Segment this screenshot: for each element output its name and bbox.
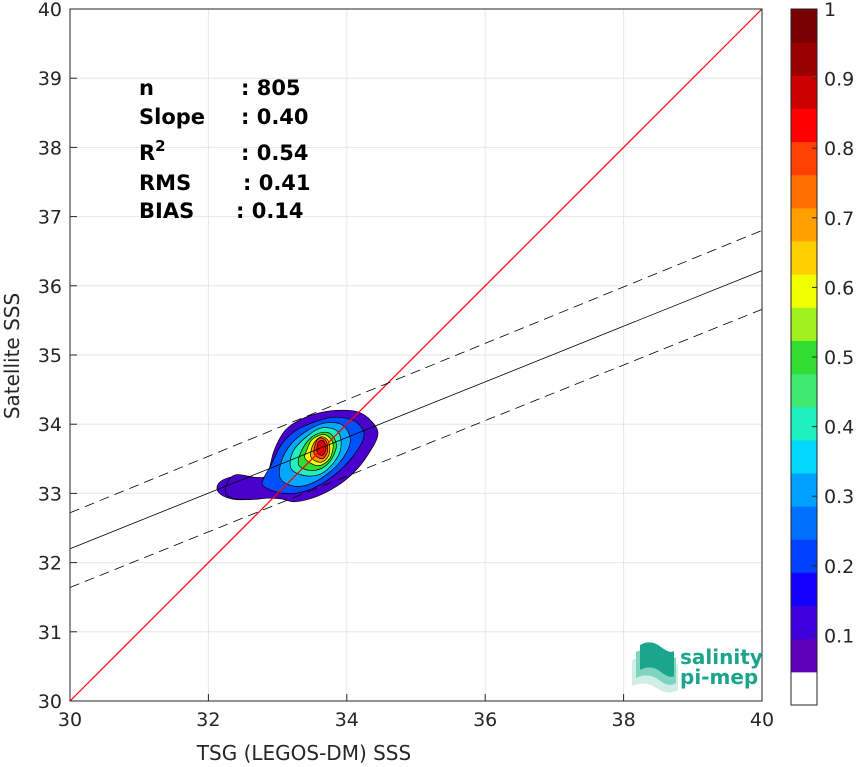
stat-value: : 0.54 (241, 141, 309, 165)
colorbar-band (791, 473, 817, 507)
colorbar-band (791, 207, 817, 242)
stat-key: RMS (139, 171, 191, 195)
y-axis-label: Satellite SSS (0, 293, 24, 419)
colorbar-band (791, 506, 817, 540)
salinity-pi-mep-logo: salinity pi-mep (632, 642, 763, 693)
colorbar-tick-label: 0.3 (824, 486, 854, 508)
x-tick-label: 34 (335, 709, 359, 731)
y-tick-label: 38 (38, 137, 62, 159)
colorbar-band (791, 241, 817, 275)
colorbar-tick-label: 1 (824, 0, 836, 21)
colorbar-band (791, 42, 817, 76)
stat-value: : 805 (241, 76, 301, 100)
y-tick-label: 31 (38, 622, 62, 644)
colorbar-band (791, 307, 817, 341)
stat-value: : 0.41 (243, 171, 311, 195)
colorbar-band (791, 605, 817, 640)
confidence-line (69, 230, 763, 514)
stats-box: n : 805 Slope : 0.40 R2 : 0.54 RMS : 0.41 BIAS : … (139, 76, 311, 223)
y-tick-label: 39 (38, 68, 62, 90)
one-to-one-line (69, 8, 763, 702)
colorbar-tick-label: 0.9 (824, 69, 854, 91)
x-tick-label: 30 (58, 709, 82, 731)
colorbar-band (791, 9, 817, 43)
y-tick-label: 33 (38, 483, 62, 505)
colorbar-tick-label: 0.7 (824, 208, 854, 230)
colorbar-band (791, 406, 817, 441)
y-tick-label: 37 (38, 207, 62, 229)
logo-text-line1: salinity (680, 645, 763, 669)
y-tick-label: 34 (38, 414, 62, 436)
colorbar-tick-label: 0.5 (824, 347, 854, 369)
colorbar-band (791, 274, 817, 308)
x-axis-ticks: 30 32 34 36 38 40 (58, 694, 774, 731)
colorbar-band (791, 671, 817, 706)
stat-value: : 0.14 (236, 199, 304, 223)
x-tick-label: 40 (750, 709, 774, 731)
stat-key: BIAS (139, 199, 194, 223)
colorbar-tick-label: 0.2 (824, 556, 854, 578)
x-tick-label: 32 (196, 709, 220, 731)
fit-lines (69, 8, 763, 702)
x-axis-label: TSG (LEGOS-DM) SSS (196, 741, 411, 765)
colorbar-band (791, 141, 817, 176)
colorbar-band (791, 174, 817, 209)
x-tick-label: 38 (612, 709, 636, 731)
x-tick-label: 36 (473, 709, 497, 731)
stat-value: : 0.40 (241, 105, 309, 129)
logo-wave-icon (632, 642, 678, 693)
stat-key: R2 (139, 137, 166, 165)
colorbar-tick-label: 0.4 (824, 417, 854, 439)
colorbar-band (791, 572, 817, 607)
logo-text-line2: pi-mep (680, 665, 758, 689)
confidence-line (69, 308, 763, 588)
stat-key: n (139, 76, 154, 100)
colorbar: 0.1 0.2 0.3 0.4 0.5 0.6 0.7 0.8 0.9 1 (790, 0, 854, 706)
y-tick-label: 36 (38, 276, 62, 298)
y-axis-ticks: 30 31 32 33 34 35 36 37 38 39 40 (38, 0, 77, 713)
colorbar-band (791, 638, 817, 673)
colorbar-band (791, 75, 817, 109)
y-tick-label: 40 (38, 0, 62, 21)
y-tick-label: 32 (38, 553, 62, 575)
colorbar-tick-label: 0.1 (824, 625, 854, 647)
regression-line (69, 270, 763, 550)
colorbar-band (791, 539, 817, 573)
colorbar-band (791, 373, 817, 408)
colorbar-tick-label: 0.6 (824, 277, 854, 299)
stat-key: Slope (139, 105, 205, 129)
colorbar-band (791, 108, 817, 143)
y-tick-label: 30 (38, 691, 62, 713)
colorbar-tick-label: 0.8 (824, 138, 854, 160)
stat-superscript: 2 (155, 137, 165, 155)
y-tick-label: 35 (38, 345, 62, 367)
colorbar-band (791, 439, 817, 474)
